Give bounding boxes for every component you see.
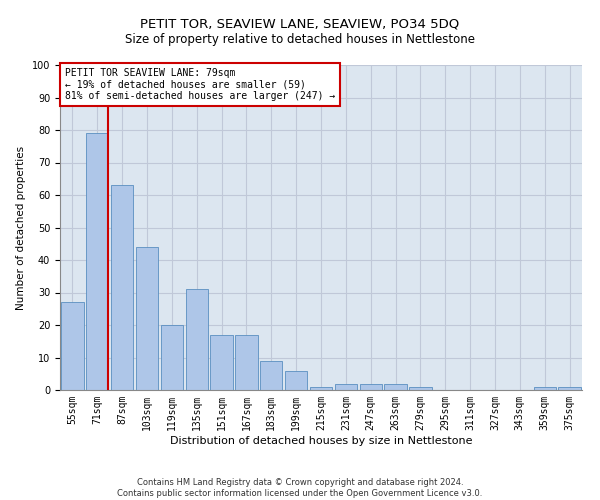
Bar bbox=[310, 387, 332, 390]
Text: PETIT TOR, SEAVIEW LANE, SEAVIEW, PO34 5DQ: PETIT TOR, SEAVIEW LANE, SEAVIEW, PO34 5… bbox=[140, 18, 460, 30]
X-axis label: Distribution of detached houses by size in Nettlestone: Distribution of detached houses by size … bbox=[170, 436, 472, 446]
Text: Contains HM Land Registry data © Crown copyright and database right 2024.
Contai: Contains HM Land Registry data © Crown c… bbox=[118, 478, 482, 498]
Bar bbox=[335, 384, 357, 390]
Bar bbox=[86, 133, 109, 390]
Bar bbox=[359, 384, 382, 390]
Bar bbox=[161, 325, 183, 390]
Bar bbox=[111, 185, 133, 390]
Bar bbox=[409, 387, 431, 390]
Y-axis label: Number of detached properties: Number of detached properties bbox=[16, 146, 26, 310]
Bar bbox=[285, 370, 307, 390]
Bar bbox=[185, 289, 208, 390]
Bar bbox=[533, 387, 556, 390]
Bar bbox=[136, 247, 158, 390]
Bar bbox=[385, 384, 407, 390]
Bar bbox=[559, 387, 581, 390]
Bar bbox=[211, 335, 233, 390]
Bar bbox=[235, 335, 257, 390]
Bar bbox=[61, 302, 83, 390]
Text: Size of property relative to detached houses in Nettlestone: Size of property relative to detached ho… bbox=[125, 32, 475, 46]
Text: PETIT TOR SEAVIEW LANE: 79sqm
← 19% of detached houses are smaller (59)
81% of s: PETIT TOR SEAVIEW LANE: 79sqm ← 19% of d… bbox=[65, 68, 335, 102]
Bar bbox=[260, 361, 283, 390]
